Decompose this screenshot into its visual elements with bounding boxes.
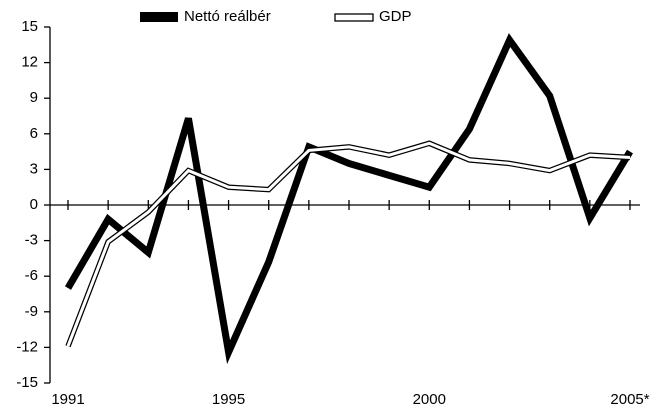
legend-label: Nettó reálbér xyxy=(184,8,271,25)
y-tick-label: -3 xyxy=(25,232,38,249)
y-tick-label: 0 xyxy=(30,196,38,213)
series-line xyxy=(66,141,631,347)
y-tick-label: -6 xyxy=(25,267,38,284)
legend-swatch xyxy=(334,13,374,22)
y-tick-label: 9 xyxy=(30,89,38,106)
legend-label: GDP xyxy=(379,8,412,25)
y-tick-label: 3 xyxy=(30,160,38,177)
y-tick-label: 6 xyxy=(30,125,38,142)
y-tick-label: -12 xyxy=(16,338,38,355)
x-tick-label: 2000 xyxy=(413,391,446,408)
x-tick-label: 1991 xyxy=(51,391,84,408)
y-tick-label: -9 xyxy=(25,303,38,320)
series-line xyxy=(64,33,633,365)
legend-swatch xyxy=(140,12,178,22)
x-tick-label: 1995 xyxy=(212,391,245,408)
y-tick-label: 12 xyxy=(21,54,38,71)
y-tick-label: -15 xyxy=(16,374,38,391)
x-tick-label: 2005* xyxy=(610,391,649,408)
y-tick-label: 15 xyxy=(21,18,38,35)
